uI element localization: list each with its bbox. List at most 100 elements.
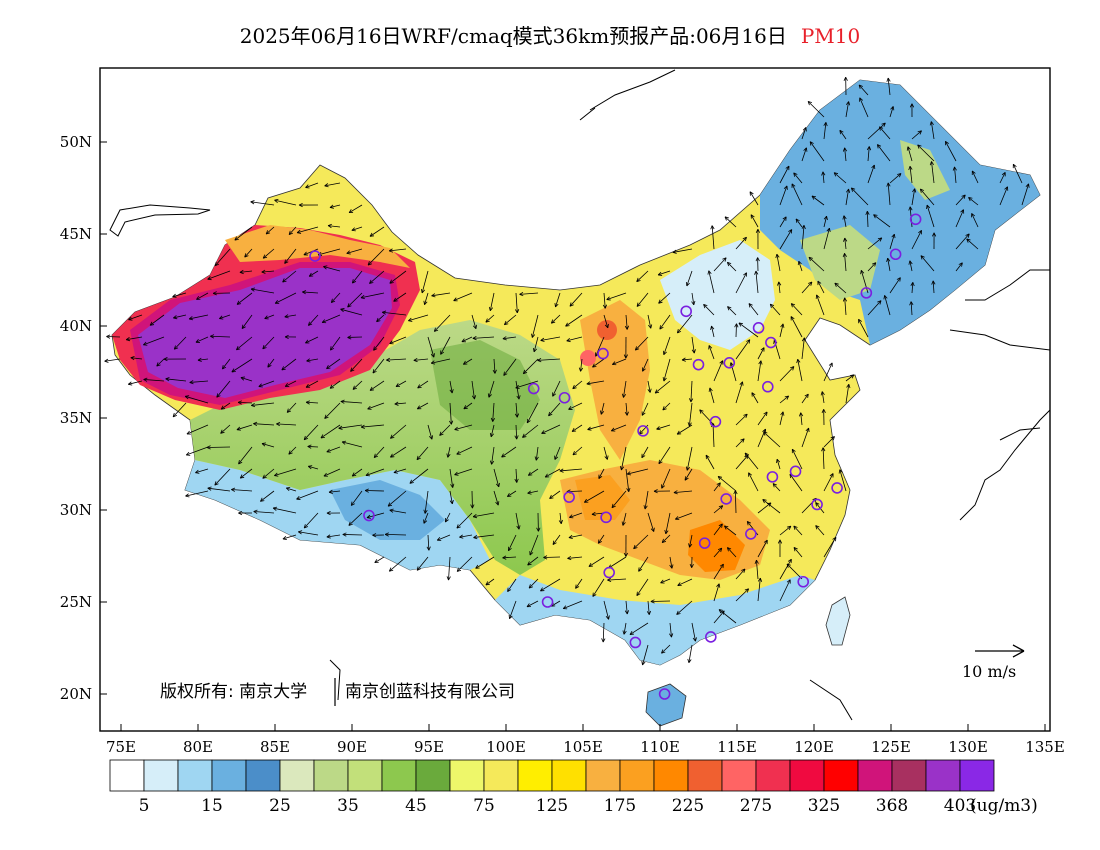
lon-label: 85E xyxy=(260,738,290,756)
wind-arrow xyxy=(688,380,694,403)
wind-arrow xyxy=(220,402,231,410)
wind-arrow xyxy=(529,534,539,556)
wind-arrow xyxy=(241,314,253,329)
wind-arrow xyxy=(262,248,275,259)
wind-arrow xyxy=(172,292,187,298)
wind-arrow xyxy=(955,262,963,272)
wind-arrow xyxy=(536,512,541,532)
wind-arrow xyxy=(710,325,715,338)
wind-arrow xyxy=(522,358,539,375)
wind-arrow xyxy=(128,314,143,321)
wind-arrow xyxy=(661,534,671,544)
wind-arrow xyxy=(744,452,759,470)
wind-arrow xyxy=(713,505,724,514)
wind-vectors xyxy=(104,76,1030,666)
wind-arrow xyxy=(449,380,454,394)
wind-arrow xyxy=(276,421,297,427)
wind-arrow xyxy=(130,356,143,361)
station-marker xyxy=(658,688,671,700)
wind-arrow xyxy=(664,512,671,535)
wind-arrow xyxy=(416,402,429,410)
wind-arrow xyxy=(373,446,385,458)
wind-arrow xyxy=(910,282,915,294)
lat-label: 25N xyxy=(60,593,92,611)
taiwan-island xyxy=(825,596,851,646)
wind-arrow xyxy=(261,442,275,448)
wind-arrow xyxy=(676,600,693,615)
colorbar-swatch xyxy=(755,759,791,792)
wind-arrow xyxy=(779,558,792,580)
wind-arrow xyxy=(330,336,341,351)
wind-arrow xyxy=(470,490,475,509)
wind-arrow xyxy=(240,376,253,382)
wind-arrow xyxy=(660,578,671,584)
wind-arrow xyxy=(221,358,231,370)
wind-arrow xyxy=(423,292,429,305)
wind-arrow xyxy=(527,556,539,566)
wind-arrow xyxy=(867,122,886,140)
wind-arrow xyxy=(165,377,187,382)
wind-arrow xyxy=(662,336,671,356)
wind-arrow xyxy=(274,468,297,477)
wind-arrow xyxy=(713,583,721,602)
wind-arrow xyxy=(842,297,848,316)
wind-arrow xyxy=(329,380,341,389)
colorbar-swatch xyxy=(789,759,825,792)
station-marker xyxy=(597,347,609,360)
wind-arrow xyxy=(607,577,627,583)
wind-arrow xyxy=(842,215,847,228)
wind-arrow xyxy=(323,468,341,477)
wind-arrow xyxy=(216,380,231,398)
station-marker xyxy=(720,493,733,505)
wind-arrow xyxy=(286,402,297,413)
sichuan-hotspot xyxy=(575,475,630,520)
wind-arrow xyxy=(801,281,813,294)
wind-arrow xyxy=(669,556,674,569)
wind-arrow xyxy=(420,270,429,294)
wind-arrow xyxy=(779,229,793,250)
station-marker xyxy=(860,287,873,299)
wind-arrow xyxy=(908,165,913,184)
wind-arrow xyxy=(326,358,341,370)
colorbar-swatch xyxy=(517,759,553,792)
wind-arrow xyxy=(389,270,407,284)
wind-arrow xyxy=(395,380,407,388)
wind-arrow xyxy=(503,358,517,376)
wind-arrow xyxy=(909,301,914,316)
wind-arrow xyxy=(654,380,671,394)
wind-arrow xyxy=(920,255,935,272)
wind-arrow xyxy=(621,380,627,398)
colorbar-label: 75 xyxy=(473,796,495,816)
wind-arrow xyxy=(763,431,781,448)
wind-arrow xyxy=(779,216,787,228)
wind-arrow xyxy=(488,292,495,312)
wind-arrow xyxy=(866,146,872,162)
wind-arrow xyxy=(296,226,319,234)
wind-arrow xyxy=(775,253,781,272)
wind-arrow xyxy=(303,424,319,441)
wind-arrow xyxy=(906,146,913,162)
wind-arrow xyxy=(327,223,341,229)
wind-arrow xyxy=(390,446,407,458)
wind-arrow xyxy=(625,468,631,492)
lat-label: 45N xyxy=(60,225,92,243)
wind-arrow xyxy=(272,506,297,514)
wind-arrow xyxy=(674,512,693,521)
wind-arrow xyxy=(724,525,737,536)
wind-arrow xyxy=(807,100,825,118)
wind-arrow xyxy=(446,556,451,581)
wind-arrow xyxy=(779,366,795,382)
wind-arrow xyxy=(409,468,429,484)
wind-arrow xyxy=(485,314,495,323)
wind-arrow xyxy=(307,314,319,326)
wind-arrow xyxy=(493,468,500,488)
wind-arrow xyxy=(250,287,275,294)
wind-arrow xyxy=(489,446,495,465)
wind-arrow xyxy=(526,600,539,608)
wind-arrow xyxy=(623,336,628,359)
wind-arrow xyxy=(537,358,561,363)
wind-arrow xyxy=(330,292,341,303)
wind-arrow xyxy=(786,563,803,580)
wind-arrow xyxy=(492,358,497,374)
wind-arrow xyxy=(619,446,627,471)
